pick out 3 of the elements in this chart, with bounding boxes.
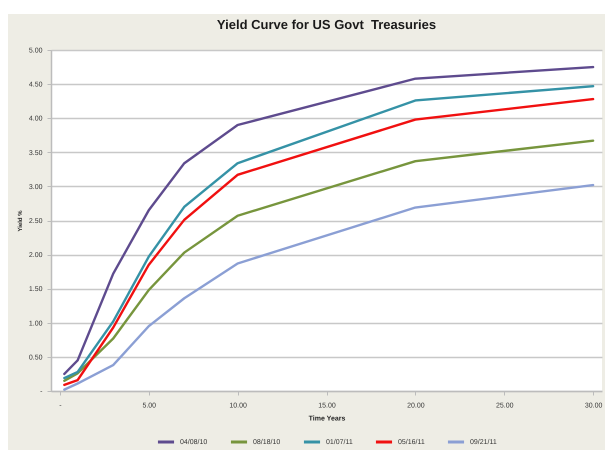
line-series <box>63 140 594 382</box>
line-series <box>63 184 594 391</box>
chart-title: Yield Curve for US Govt Treasuries <box>216 17 436 32</box>
